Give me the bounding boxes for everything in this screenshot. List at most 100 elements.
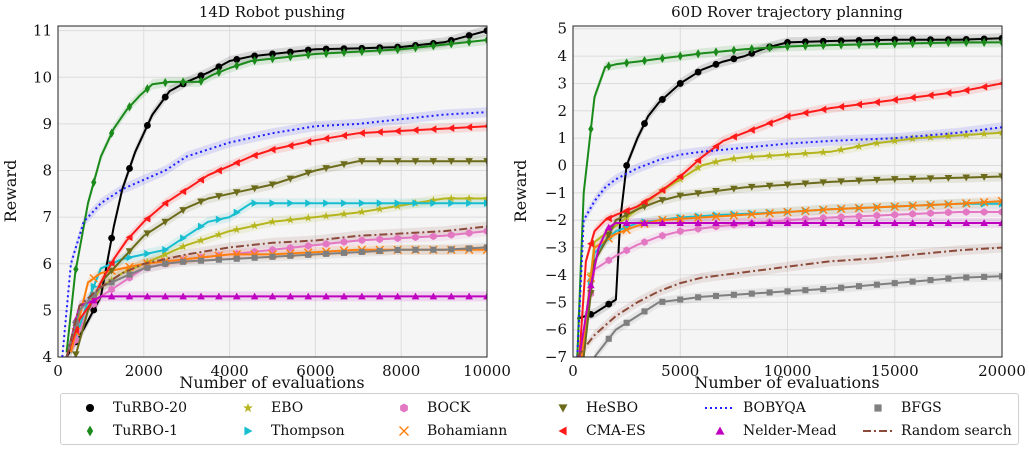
data-point-ebo bbox=[178, 242, 188, 251]
legend-swatch-ebo bbox=[243, 402, 253, 413]
data-point-nelder-mead bbox=[161, 292, 170, 300]
data-point-bock bbox=[623, 246, 630, 255]
data-point-turbo-20 bbox=[215, 63, 223, 71]
right-plot bbox=[576, 33, 1002, 357]
y-tick-label: −1 bbox=[545, 184, 567, 202]
data-point-thompson bbox=[287, 199, 295, 207]
y-tick-label: −2 bbox=[545, 211, 567, 229]
data-point-turbo-1 bbox=[162, 77, 168, 88]
data-point-hesbo bbox=[250, 185, 259, 193]
data-point-bock bbox=[837, 213, 845, 221]
data-point-hesbo bbox=[908, 175, 917, 183]
data-point-nelder-mead bbox=[873, 219, 881, 226]
left-ylabel: Reward bbox=[1, 160, 20, 223]
data-point-bock bbox=[641, 238, 648, 246]
data-point-cma-es bbox=[304, 137, 312, 146]
data-point-nelder-mead bbox=[340, 292, 348, 300]
series-cma-es bbox=[578, 81, 1002, 357]
data-point-bock bbox=[358, 236, 366, 245]
figure: 14D Robot pushing 0 2000 4000 6000 8000 10000… bbox=[1, 3, 1026, 392]
left-xlabel: Number of evaluations bbox=[179, 373, 364, 392]
data-point-bohamiann bbox=[979, 197, 989, 207]
data-point-bock bbox=[108, 285, 115, 294]
data-point-bfgs bbox=[748, 290, 755, 297]
data-point-thompson bbox=[90, 282, 98, 291]
legend-swatch-turbo-20 bbox=[85, 403, 95, 413]
data-point-ebo bbox=[250, 221, 259, 230]
data-point-cma-es bbox=[980, 83, 988, 91]
data-point-nelder-mead bbox=[587, 281, 595, 289]
data-point-bfgs bbox=[784, 288, 791, 295]
data-point-turbo-1 bbox=[623, 58, 630, 68]
data-point-cma-es bbox=[322, 134, 330, 143]
data-point-turbo-20 bbox=[658, 95, 666, 103]
series-band-bfgs bbox=[594, 271, 1002, 357]
data-point-bock bbox=[980, 208, 988, 216]
right-xlabel: Number of evaluations bbox=[694, 373, 879, 392]
data-point-nelder-mead bbox=[125, 292, 134, 300]
data-point-cma-es bbox=[998, 81, 1002, 86]
data-point-bock bbox=[287, 244, 294, 252]
data-point-bock bbox=[802, 215, 809, 223]
data-point-bfgs bbox=[412, 246, 419, 253]
data-point-nelder-mead bbox=[179, 292, 187, 300]
data-point-turbo-20 bbox=[623, 162, 631, 169]
data-point-cma-es bbox=[143, 214, 151, 223]
data-point-bohamiann bbox=[89, 273, 99, 283]
legend-item-cma-es: CMA-ES bbox=[546, 421, 646, 441]
data-point-turbo-20 bbox=[694, 68, 702, 76]
legend-item-ebo: EBO bbox=[231, 398, 303, 418]
data-point-bock bbox=[465, 229, 473, 237]
data-point-turbo-1 bbox=[484, 35, 487, 45]
data-point-nelder-mead bbox=[483, 292, 487, 300]
data-point-nelder-mead bbox=[747, 219, 756, 226]
data-point-bock bbox=[394, 234, 401, 243]
data-point-bock bbox=[430, 232, 437, 241]
data-point-thompson bbox=[466, 199, 473, 207]
y-tick-label: 5 bbox=[42, 301, 52, 319]
data-point-cma-es bbox=[658, 186, 666, 194]
data-point-bfgs bbox=[838, 284, 845, 291]
data-point-thompson bbox=[483, 199, 487, 207]
data-point-turbo-1 bbox=[216, 67, 222, 77]
y-tick-label: −7 bbox=[545, 348, 567, 366]
data-point-turbo-20 bbox=[161, 93, 169, 101]
data-point-cma-es bbox=[286, 141, 294, 150]
data-point-bfgs bbox=[873, 281, 880, 288]
data-point-bfgs bbox=[144, 264, 151, 271]
legend-label: BOCK bbox=[427, 400, 471, 416]
data-point-turbo-20 bbox=[286, 48, 294, 56]
data-point-turbo-1 bbox=[448, 39, 454, 49]
data-point-hesbo bbox=[411, 158, 420, 165]
data-point-cma-es bbox=[926, 91, 934, 100]
data-point-bfgs bbox=[855, 283, 863, 290]
data-point-bohamiann bbox=[944, 199, 953, 209]
data-point-hesbo bbox=[980, 173, 988, 181]
x-tick-label: 20000 bbox=[978, 362, 1026, 380]
series-band-random-search bbox=[66, 221, 487, 357]
chart-right: 60D Rover trajectory planning 0 5000 10000… bbox=[511, 3, 1026, 392]
legend-swatch-thompson bbox=[244, 426, 253, 436]
legend-item-bobyqa: BOBYQA bbox=[703, 398, 806, 418]
data-point-cma-es bbox=[783, 112, 791, 121]
y-tick-label: 5 bbox=[557, 20, 567, 38]
series-band-nelder-mead bbox=[66, 291, 487, 357]
data-point-ebo bbox=[143, 257, 152, 266]
data-point-bock bbox=[945, 208, 952, 217]
data-point-nelder-mead bbox=[658, 219, 667, 226]
data-point-cma-es bbox=[215, 166, 222, 175]
data-point-hesbo bbox=[375, 158, 384, 165]
series-turbo-1 bbox=[65, 35, 487, 353]
series-band-random-search bbox=[577, 242, 1002, 357]
data-point-nelder-mead bbox=[604, 223, 613, 231]
data-point-ebo bbox=[482, 194, 487, 203]
legend-label: BFGS bbox=[901, 400, 942, 416]
data-point-ebo bbox=[908, 134, 917, 143]
data-point-bohamiann bbox=[747, 210, 757, 219]
legend-label: Random search bbox=[901, 423, 1012, 439]
data-point-turbo-1 bbox=[659, 53, 666, 63]
data-point-bfgs bbox=[677, 296, 684, 303]
data-point-bock bbox=[659, 231, 666, 240]
data-point-ebo bbox=[339, 209, 349, 218]
data-point-nelder-mead bbox=[250, 292, 259, 300]
